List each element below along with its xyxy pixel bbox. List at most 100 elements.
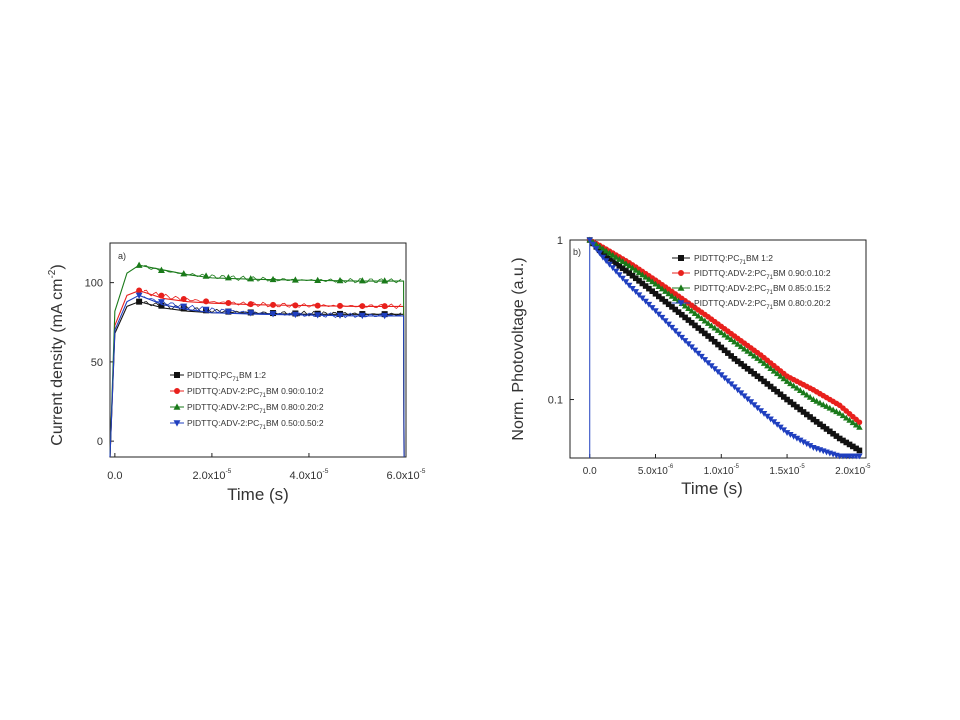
data-point-b [737,343,745,350]
data-point-b [589,241,597,248]
data-point-b [727,381,735,388]
data-point-b [639,271,646,278]
data-point-b [790,401,797,408]
data-point-a [224,308,232,316]
data-point-a [358,277,366,284]
y-tick-label-b: 0.1 [548,395,563,407]
data-point-b [833,433,840,439]
data-point-b [807,414,813,420]
data-point-b [797,387,804,393]
data-point-a [381,277,389,284]
data-point-b [612,268,620,275]
data-point-b [701,357,709,363]
data-point-b [645,301,653,308]
data-point-b [619,275,626,282]
data-point-b [744,365,751,372]
data-point-b [602,258,610,265]
data-point-b [645,276,653,282]
data-point-a [157,299,165,306]
data-point-b [659,296,665,302]
data-point-b [656,293,662,300]
data-point-b [748,368,754,375]
data-point-a [336,276,344,284]
data-point-b [711,324,718,331]
data-point-b [856,453,863,460]
data-point-b [856,419,863,426]
data-point-b [701,317,709,324]
data-point-b [702,330,708,337]
data-point-b [698,327,705,334]
x-tick-label-b: 2.0x10-5 [835,464,871,477]
data-point-b [813,419,820,425]
data-point-b [725,350,731,356]
data-point-a [381,312,389,320]
data-point-b [724,333,732,340]
x-tick-label-b: 1.0x10-5 [704,464,740,477]
data-point-b [609,258,616,264]
data-point-a [158,292,165,299]
data-point-b [823,403,830,409]
data-point-b [774,388,780,395]
data-point-b [593,246,600,252]
data-point-a [314,302,321,309]
y-axis-label-a: Current density (mA cm-2) [47,264,66,445]
data-point-b [731,384,738,391]
legend-marker-a [174,388,180,394]
data-point-b [649,305,656,311]
data-point-a [158,302,165,309]
data-point-a [247,301,254,308]
data-point-b [675,331,682,338]
data-point-b [642,298,649,305]
data-point-b [619,258,626,265]
data-point-b [760,359,768,366]
data-point-b [846,441,853,448]
data-point-b [655,283,663,289]
data-point-b [626,270,632,276]
data-point-a [314,312,322,319]
data-point-b [806,393,814,400]
data-point-b [806,443,814,450]
data-point-a [358,312,366,320]
data-point-a [180,303,188,310]
data-point-b [770,367,778,374]
data-point-a [247,275,255,282]
legend-label-b: PIDTTQ:PC71BM 1:2 [694,253,773,266]
data-point-b [787,380,794,387]
data-point-b [708,322,715,329]
data-point-b [596,247,603,254]
data-point-b [856,447,863,454]
data-point-a [270,301,277,308]
data-point-b [826,404,834,411]
data-point-b [685,341,692,348]
data-point-b [853,445,859,452]
data-point-b [728,353,734,359]
data-point-b [820,423,827,430]
data-point-b [744,396,751,403]
data-point-b [606,255,613,262]
data-point-b [816,399,824,406]
data-point-b [793,435,801,442]
legend-label-b: PIDTTQ:ADV-2:PC71BM 0.90:0.10:2 [694,268,831,281]
chart-panel-a: 0 50 100 0.0 2.0x10-5 4.0x10-5 6.0x10-5 Time (s… [47,242,426,504]
data-point-a [202,306,210,313]
data-point-b [715,341,721,348]
data-point-b [658,314,666,321]
data-point-b [619,265,626,272]
data-point-b [741,393,748,400]
data-point-b [665,301,672,308]
data-point-b [754,373,761,380]
data-point-b [747,399,755,406]
data-point-b [760,411,768,417]
data-point-b [688,307,695,314]
data-point-a [180,296,187,303]
x-tick-label-a: 4.0x10-5 [289,468,328,482]
plot-frame-a [109,242,407,458]
data-point-b [600,250,606,257]
data-point-b [784,396,790,403]
y-tick-label-a: 100 [85,278,103,290]
data-point-a [336,312,344,319]
data-point-b [639,295,646,302]
data-point-a [269,311,277,318]
data-point-b [681,338,689,344]
data-point-b [675,309,682,315]
